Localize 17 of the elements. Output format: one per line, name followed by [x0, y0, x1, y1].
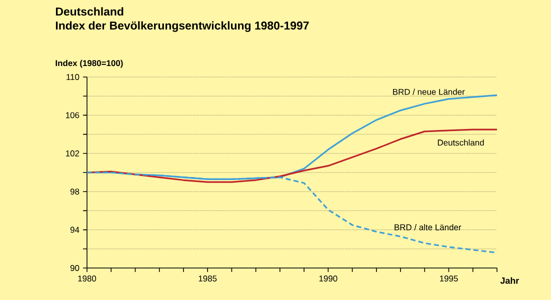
y-tick-label: 106	[66, 112, 80, 118]
y-tick-label: 102	[66, 150, 80, 156]
y-tick-label: 98	[70, 188, 80, 195]
y-tick-label: 94	[70, 226, 80, 233]
y-tick-label: 110	[66, 74, 80, 80]
x-axis-title: Jahr	[500, 277, 520, 284]
x-tick-label: 1985	[198, 276, 217, 282]
x-tick-label: 1990	[319, 276, 338, 282]
chart-subtitle: Index der Bevölkerungsentwicklung 1980-1997	[56, 21, 309, 32]
x-tick-label: 1995	[440, 276, 458, 282]
y-tick-label: 90	[70, 265, 80, 271]
series-label: BRD / neue Länder	[393, 88, 465, 95]
series-label: Deutschland	[438, 139, 484, 146]
series-label: BRD / alte Länder	[394, 224, 462, 230]
y-axis-title: Index (1980=100)	[56, 60, 123, 68]
x-tick-label: 1980	[78, 276, 96, 282]
chart-title: Deutschland	[56, 7, 124, 16]
